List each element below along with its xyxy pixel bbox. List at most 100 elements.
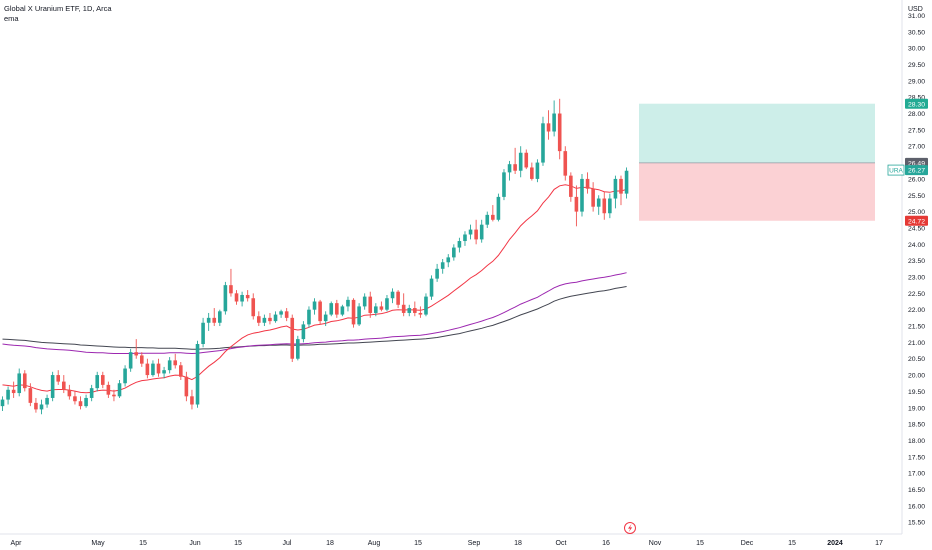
y-tick-label: 18.50 bbox=[908, 422, 925, 429]
candle-body bbox=[45, 397, 49, 405]
candle bbox=[100, 371, 105, 389]
candle bbox=[212, 308, 217, 327]
candle-body bbox=[507, 164, 512, 173]
candle bbox=[435, 263, 439, 282]
x-tick-label: Jun bbox=[189, 540, 200, 547]
y-tick-label: 24.00 bbox=[908, 242, 925, 249]
candle-body bbox=[468, 229, 473, 235]
candle bbox=[156, 358, 161, 377]
candle bbox=[296, 335, 300, 361]
candle bbox=[173, 353, 178, 369]
candle bbox=[362, 293, 367, 310]
candle-body bbox=[524, 152, 529, 168]
candle-body bbox=[379, 306, 384, 310]
candle-body bbox=[580, 178, 584, 212]
candle bbox=[580, 174, 584, 217]
candle-body bbox=[240, 294, 244, 302]
ema-lines bbox=[2, 184, 627, 394]
candle-body bbox=[368, 296, 373, 313]
candle-body bbox=[440, 262, 445, 269]
candle-body bbox=[268, 317, 272, 322]
candle-body bbox=[340, 306, 345, 315]
candle bbox=[530, 162, 534, 181]
candle-body bbox=[413, 308, 417, 313]
price-axis[interactable]: USD 15.50 16.00 16.50 17.00 17.50 18.00 18.50 19… bbox=[901, 0, 925, 534]
flash-icon[interactable] bbox=[624, 522, 636, 534]
candle bbox=[457, 237, 462, 253]
candle-body bbox=[463, 234, 467, 242]
position-zones bbox=[639, 103, 875, 221]
candle bbox=[179, 361, 183, 380]
candle-body bbox=[569, 175, 573, 197]
candle-body bbox=[106, 384, 111, 395]
candle-body bbox=[34, 402, 38, 410]
candle-body bbox=[624, 170, 629, 194]
candle-body bbox=[17, 373, 22, 394]
candle-body bbox=[184, 376, 189, 397]
candle bbox=[112, 389, 116, 402]
y-tick-label: 17.50 bbox=[908, 454, 925, 461]
legend-indicator: ema bbox=[4, 14, 19, 23]
y-tick-label: 17.00 bbox=[908, 471, 925, 478]
candle bbox=[591, 182, 595, 212]
candle-body bbox=[335, 303, 339, 315]
candle bbox=[78, 396, 83, 410]
candle bbox=[61, 375, 66, 394]
x-tick-label: 15 bbox=[139, 540, 147, 547]
candle bbox=[340, 304, 345, 317]
candle-body bbox=[117, 383, 122, 397]
candle-body bbox=[140, 355, 144, 364]
candle bbox=[546, 110, 551, 140]
candle-body bbox=[396, 291, 400, 305]
candle bbox=[145, 358, 150, 379]
candle bbox=[140, 352, 144, 367]
candle bbox=[67, 384, 72, 400]
candle-body bbox=[67, 389, 72, 397]
candle bbox=[513, 147, 517, 175]
time-axis[interactable]: Apr May 15 Jun 15 Jul 18 Aug 15 Sep 18 Oct 16 Nov 15 De… bbox=[0, 533, 902, 547]
candle-body bbox=[435, 268, 439, 279]
candle bbox=[151, 360, 155, 377]
candle bbox=[346, 296, 350, 312]
candle-body bbox=[56, 375, 61, 382]
candle-body bbox=[591, 188, 595, 207]
candle bbox=[268, 312, 272, 325]
candle-body bbox=[251, 298, 256, 317]
candle-body bbox=[608, 198, 612, 214]
x-tick-label: Apr bbox=[11, 540, 23, 547]
candle-body bbox=[602, 198, 607, 214]
candle-body bbox=[84, 397, 88, 407]
candle-body bbox=[145, 363, 150, 376]
candle-body bbox=[229, 285, 233, 294]
candle bbox=[39, 399, 44, 415]
candle-body bbox=[290, 317, 295, 359]
candle bbox=[496, 193, 501, 222]
candle bbox=[56, 370, 61, 385]
candle bbox=[335, 299, 339, 318]
candle bbox=[307, 306, 311, 328]
candle-body bbox=[502, 172, 506, 197]
candle bbox=[518, 146, 523, 178]
candle-body bbox=[218, 311, 222, 323]
y-tick-label: 29.50 bbox=[908, 62, 925, 69]
candle-body bbox=[457, 241, 462, 248]
candle bbox=[608, 193, 612, 219]
x-tick-label: Aug bbox=[368, 540, 381, 547]
candle bbox=[273, 311, 278, 323]
candle bbox=[452, 244, 456, 261]
candle bbox=[195, 340, 200, 408]
candle-body bbox=[162, 370, 166, 374]
candle bbox=[73, 391, 77, 405]
candle-body bbox=[301, 324, 306, 340]
candle-body bbox=[357, 306, 361, 325]
ema-mid-line bbox=[2, 272, 627, 355]
y-tick-label: 23.00 bbox=[908, 274, 925, 281]
y-tick-label: 21.50 bbox=[908, 324, 925, 331]
candle bbox=[257, 311, 261, 327]
ema-long-line bbox=[2, 286, 627, 350]
candle-body bbox=[385, 298, 389, 310]
y-tick-label: 23.50 bbox=[908, 258, 925, 265]
candle-body bbox=[201, 322, 205, 345]
candle-body bbox=[39, 404, 44, 410]
